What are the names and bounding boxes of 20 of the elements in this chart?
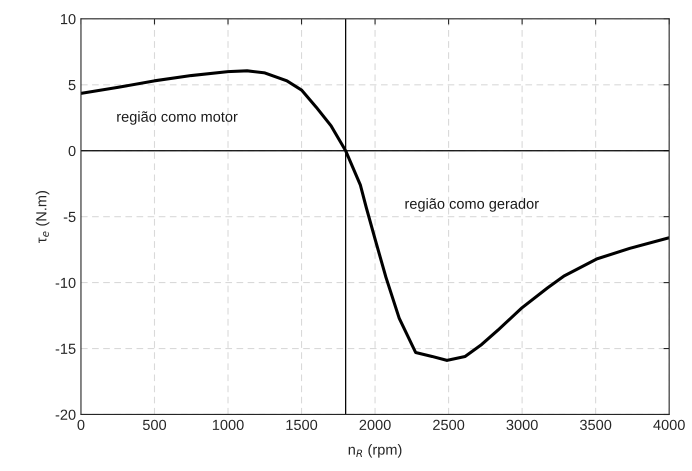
y-tick-label: -20 <box>56 410 76 420</box>
x-tick-label: 1500 <box>286 420 318 430</box>
y-axis-title: τ$_{e}$ (N.m) <box>36 191 50 243</box>
y-tick-label: 5 <box>68 80 76 90</box>
x-tick-label: 500 <box>142 420 166 430</box>
x-tick-label: 3000 <box>506 420 538 430</box>
y-tick-label: -5 <box>64 212 76 222</box>
x-tick-label: 0 <box>77 420 84 430</box>
x-axis-title: n$_{R}$ (rpm) <box>348 444 402 458</box>
x-tick-label: 1000 <box>212 420 244 430</box>
x-tick-label: 2500 <box>433 420 464 430</box>
y-tick-label: 0 <box>68 146 76 156</box>
x-tick-label: 4000 <box>653 420 685 430</box>
y-tick-label: -15 <box>56 344 76 354</box>
x-tick-label: 2000 <box>360 420 391 430</box>
annotation: região como gerador <box>405 198 539 212</box>
y-tick-label: 10 <box>60 14 76 24</box>
annotation: região como motor <box>117 111 238 125</box>
x-tick-label: 3500 <box>580 420 612 430</box>
y-tick-label: -10 <box>56 278 76 288</box>
